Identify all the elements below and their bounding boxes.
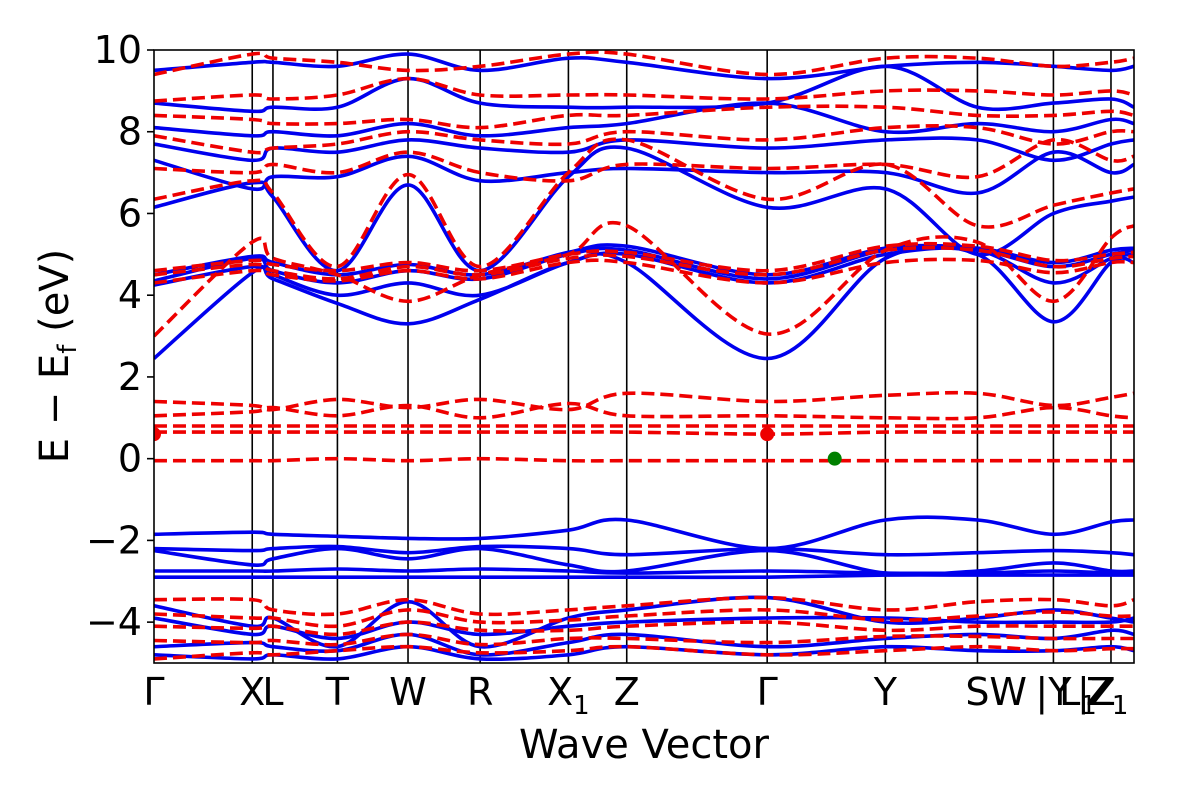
band-line-blue: [154, 544, 1134, 557]
x-tick-label: S: [965, 670, 989, 714]
x-tick-label: L1: [1059, 670, 1097, 721]
x-tick-label-main: X: [547, 670, 573, 714]
plot-frame: [153, 49, 1135, 664]
x-tick-label: T: [325, 670, 350, 714]
marker-point-red: [154, 427, 161, 442]
y-tick-label: 0: [118, 437, 142, 481]
band-line-red-dashed: [154, 241, 1134, 273]
band-lines: [154, 50, 1134, 662]
x-tick-label-main: Γ: [757, 670, 778, 714]
band-line-blue: [154, 246, 1134, 298]
band-line-red-dashed: [154, 124, 1134, 155]
x-tick-label: X1: [547, 670, 590, 721]
x-tick-label: Γ: [757, 670, 778, 714]
x-tick-label: X: [239, 670, 265, 714]
x-tick-label-main: T: [325, 670, 350, 714]
plot-area: [153, 49, 1135, 664]
x-tick-label-main: W: [389, 670, 427, 714]
x-tick-label-subscript: 1: [573, 691, 590, 721]
x-tick-label: |Z: [1077, 670, 1116, 715]
band-line-red-dashed: [154, 401, 1134, 421]
band-line-blue: [154, 64, 1134, 114]
y-tick-label: 4: [118, 273, 142, 317]
band-line-blue: [154, 136, 1134, 163]
band-line-blue: [154, 515, 1134, 551]
y-tick-label: 6: [118, 191, 142, 235]
marker-point-green: [827, 451, 842, 466]
band-line-red-dashed: [154, 76, 1134, 103]
x-tick-label: W: [389, 670, 427, 714]
x-tick-label-subscript: 1: [1112, 691, 1129, 721]
x-tick-label-main: X: [239, 670, 265, 714]
y-axis-ticks: −4 −2 0 2 4 6 8 10: [86, 28, 154, 644]
x-tick-label: |Y: [1035, 670, 1072, 715]
y-axis-label-main: E − E: [32, 354, 78, 464]
band-line-red-dashed: [154, 257, 1134, 285]
band-line-blue: [154, 644, 1134, 662]
marker-point-red: [760, 427, 775, 442]
x-tick-label-main: Y: [873, 670, 898, 714]
y-axis-label-subscript: f: [53, 344, 83, 354]
x-tick-label: Y: [873, 670, 898, 714]
band-line-blue: [154, 567, 1134, 576]
y-tick-label: −4: [86, 600, 142, 644]
band-line-red-dashed: [154, 104, 1134, 130]
x-axis-label: Wave Vector: [519, 722, 770, 768]
x-tick-label-main: R: [467, 670, 493, 714]
x-tick-label-subscript: 1: [1080, 691, 1097, 721]
x-tick-label: R: [467, 670, 493, 714]
y-tick-label: −2: [86, 518, 142, 562]
band-line-red-dashed: [154, 390, 1134, 412]
x-tick-label: L: [262, 670, 283, 714]
band-line-red-dashed: [154, 220, 1134, 338]
band-line-red-dashed: [154, 595, 1134, 617]
x-tick-label-main: Z: [1086, 670, 1112, 714]
x-tick-label: W: [989, 670, 1027, 714]
band-line-red-dashed: [154, 50, 1134, 77]
band-line-red-dashed: [154, 620, 1134, 637]
band-line-blue: [154, 101, 1134, 138]
x-tick-label: Z1: [1086, 670, 1129, 721]
band-line-red-dashed: [154, 632, 1134, 647]
band-line-red-dashed: [154, 137, 1134, 183]
x-axis-ticks: Γ XL T W R X1 Z Γ Y S W |YL1|ZZ1: [143, 670, 1128, 721]
band-line-red-dashed: [154, 608, 1134, 629]
band-line-red-dashed: [154, 430, 1134, 436]
x-tick-label-main: S: [965, 670, 989, 714]
x-tick-label-main: L: [262, 670, 283, 714]
x-tick-label: Z: [614, 670, 640, 714]
x-tick-label-main: |Y: [1035, 670, 1072, 715]
x-tick-label-main: Γ: [143, 670, 164, 714]
marker-points: [154, 427, 842, 466]
band-line-blue: [154, 573, 1134, 580]
x-tick-label-main: Z: [614, 670, 640, 714]
x-tick-label-main: W: [989, 670, 1027, 714]
y-tick-label: 10: [94, 28, 142, 72]
x-tick-label: Γ: [143, 670, 164, 714]
y-axis-label-unit: (eV): [32, 249, 78, 345]
y-tick-label: 8: [118, 110, 142, 154]
band-line-red-dashed: [154, 456, 1134, 463]
band-line-red-dashed: [154, 137, 1134, 269]
y-tick-label: 2: [118, 355, 142, 399]
y-axis-label: E − Ef (eV): [32, 249, 83, 464]
band-line-blue: [154, 145, 1134, 273]
x-tick-label-main: L: [1059, 670, 1080, 714]
band-line-red-dashed: [154, 245, 1134, 281]
band-line-blue: [154, 615, 1134, 641]
x-tick-label-main: |Z: [1077, 670, 1116, 715]
